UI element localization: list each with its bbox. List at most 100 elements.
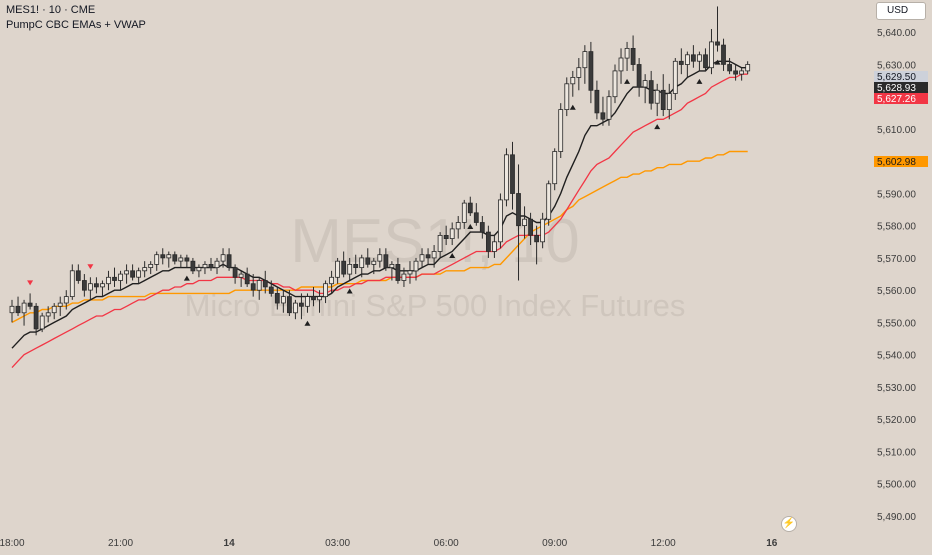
candle (510, 141, 515, 210)
slow-ema-line (11, 73, 748, 369)
candle (407, 261, 413, 284)
lightning-icon[interactable]: ⚡ (781, 516, 797, 532)
candle (395, 257, 401, 284)
signal-down-marker (27, 280, 34, 286)
signal-down-marker (87, 264, 94, 270)
candle (118, 270, 123, 291)
candle (341, 251, 347, 278)
candle (148, 261, 154, 275)
candle (220, 248, 226, 268)
candle (298, 293, 304, 320)
y-tick-label: 5,590.00 (877, 190, 916, 201)
series-layer (11, 60, 748, 369)
candle (124, 264, 129, 284)
candle (335, 257, 341, 284)
candle (250, 274, 256, 297)
indicator-legend[interactable]: PumpC CBC EMAs + VWAP (6, 19, 146, 31)
y-tick-label: 5,640.00 (877, 28, 916, 39)
candle (709, 29, 714, 75)
currency-button[interactable]: USD (876, 2, 926, 20)
candle (383, 248, 389, 271)
candle (552, 148, 558, 191)
x-tick-label: 06:00 (434, 538, 459, 549)
candle-layer (9, 6, 751, 336)
signal-up-marker (569, 104, 576, 110)
candle (190, 257, 196, 275)
signal-up-marker (624, 78, 631, 84)
y-tick-label: 5,520.00 (877, 415, 916, 426)
candle (564, 77, 570, 117)
candle (678, 48, 684, 75)
candle (727, 58, 732, 75)
symbol-title[interactable]: MES1! · 10 · CME (6, 4, 96, 16)
candle (51, 303, 57, 320)
candle (94, 277, 99, 294)
candle (208, 257, 214, 271)
x-tick-label: 16 (766, 538, 778, 549)
candle (389, 261, 395, 281)
svg-text:5,627.26: 5,627.26 (877, 94, 916, 105)
candle (377, 248, 383, 268)
candle (600, 96, 606, 126)
candle (196, 264, 202, 278)
candle (576, 58, 582, 91)
candle (558, 103, 564, 158)
candle (88, 277, 93, 300)
candle (39, 312, 45, 333)
candle (15, 296, 21, 316)
candle (75, 264, 81, 284)
price-label-red: 5,627.26 (874, 93, 928, 105)
candle (455, 216, 461, 239)
candle (112, 267, 117, 287)
candle (280, 290, 286, 313)
signal-up-marker (696, 78, 703, 84)
candle (449, 222, 455, 246)
candle (100, 280, 105, 297)
candle (715, 6, 720, 52)
time-axis[interactable]: 18:00 21:00 14 03:00 06:00 09:00 12:00 16 (0, 538, 778, 549)
candle (371, 257, 377, 275)
candle (413, 257, 419, 281)
candle (618, 48, 624, 84)
y-tick-label: 5,510.00 (877, 447, 916, 458)
candle (166, 251, 172, 268)
candle (504, 148, 509, 207)
candle (685, 51, 690, 78)
y-tick-label: 5,560.00 (877, 286, 916, 297)
candle (546, 180, 552, 226)
candle (612, 64, 618, 104)
signal-up-marker (467, 224, 474, 230)
candle (353, 254, 359, 275)
candle (69, 264, 75, 300)
y-tick-label: 5,580.00 (877, 222, 916, 233)
candle (365, 248, 371, 268)
candle (497, 193, 503, 249)
candle (721, 38, 726, 71)
candle (57, 296, 63, 316)
candle (479, 216, 485, 239)
candle (636, 58, 642, 97)
signal-up-marker (714, 59, 721, 65)
candle (419, 248, 425, 268)
candle (697, 51, 702, 71)
y-tick-label: 5,540.00 (877, 351, 916, 362)
signal-up-marker (304, 320, 311, 326)
candle (202, 261, 208, 275)
signal-up-marker (654, 124, 661, 130)
price-labels: 5,629.505,628.935,627.26 5,602.98 (874, 71, 928, 168)
price-label-plain: 5,629.50 (874, 71, 928, 83)
x-tick-label: 03:00 (325, 538, 350, 549)
candle (184, 254, 190, 268)
candle (9, 299, 15, 323)
svg-text:5,628.93: 5,628.93 (877, 83, 916, 94)
svg-text:5,629.50: 5,629.50 (877, 72, 916, 83)
candle (317, 290, 322, 313)
candle (136, 267, 142, 284)
candle (666, 83, 672, 120)
candle (160, 248, 166, 265)
candle (268, 280, 274, 297)
candle (437, 232, 443, 258)
candle (528, 212, 533, 246)
candle (244, 267, 250, 287)
